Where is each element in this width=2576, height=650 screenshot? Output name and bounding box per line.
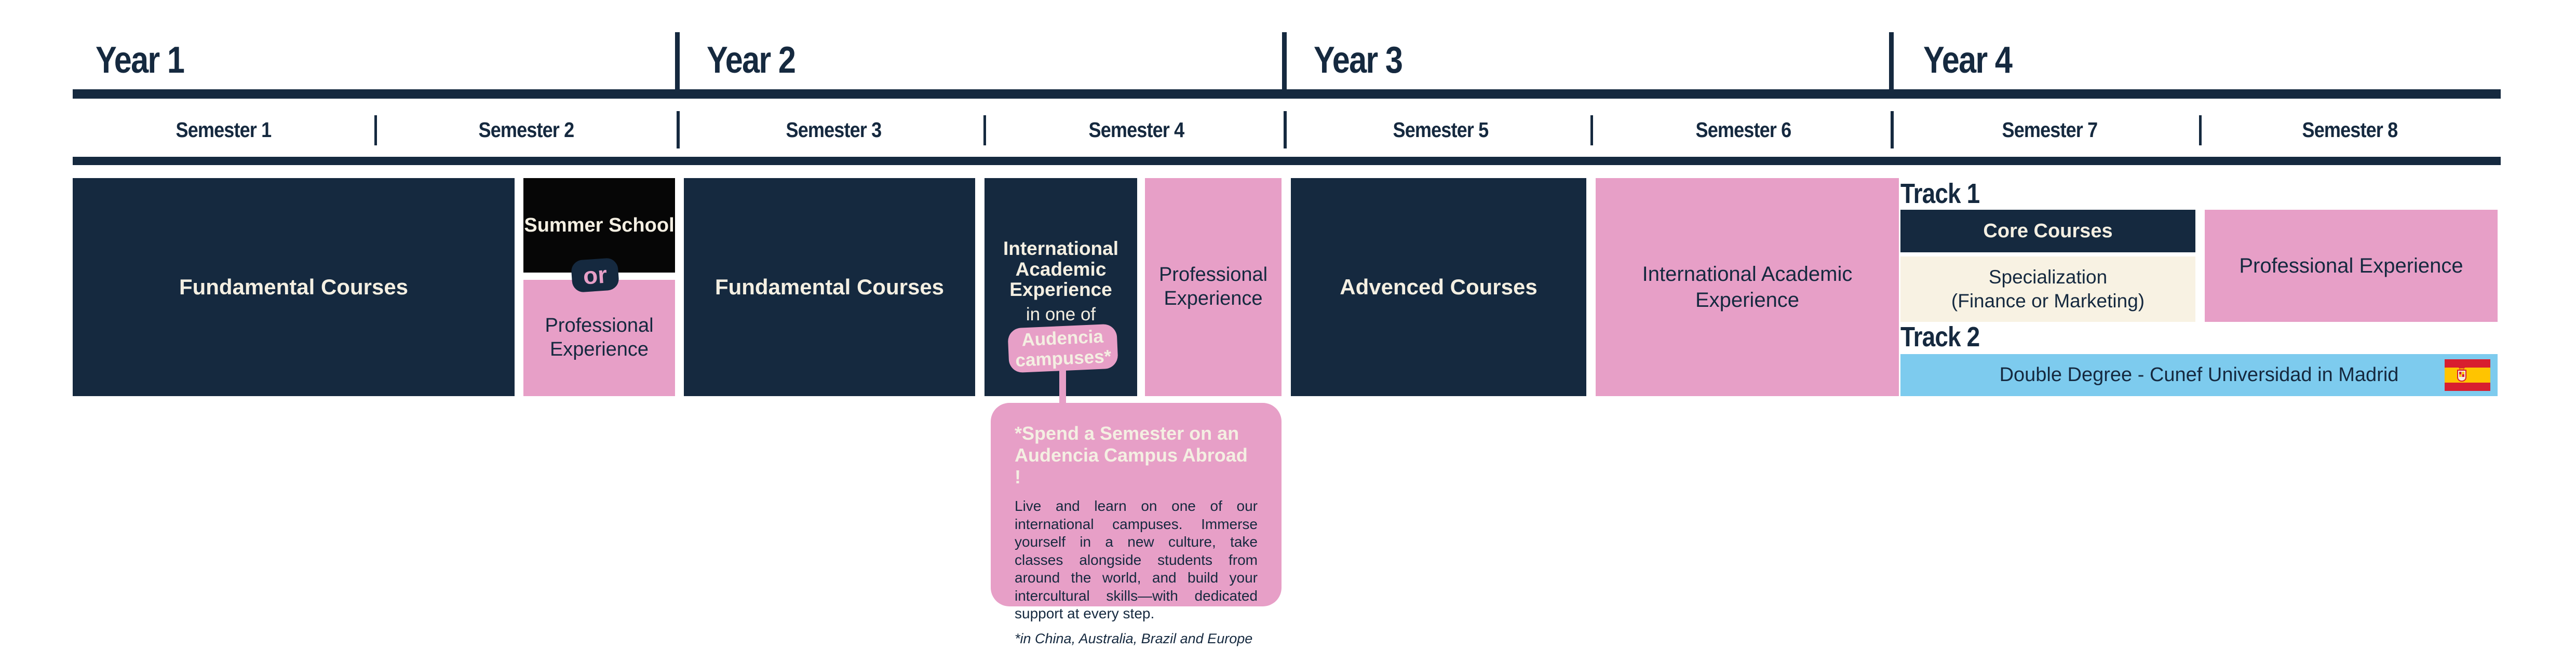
semester-7-label: Semester 7 <box>2002 118 2098 142</box>
professional-experience-block-y2: Professional Experience <box>1145 178 1282 396</box>
track-1-label: Track 1 <box>1900 178 1980 209</box>
professional-experience-block-y4: Professional Experience <box>2205 210 2498 322</box>
year-2-header: Year 2 <box>707 39 796 81</box>
tooltip-title: *Spend a Semester on an Audencia Campus … <box>1015 423 1248 488</box>
campus-abroad-tooltip: *Spend a Semester on an Audencia Campus … <box>991 403 1282 646</box>
core-courses-block: Core Courses <box>1900 210 2195 252</box>
semester-divider <box>1891 111 1894 148</box>
semester-divider <box>2199 115 2202 145</box>
audencia-campuses-bubble: Audencia campuses* <box>1007 323 1118 373</box>
advanced-courses-block: Advenced Courses <box>1291 178 1586 396</box>
semester-1-label: Semester 1 <box>176 118 272 142</box>
semester-5-label: Semester 5 <box>1393 118 1489 142</box>
fundamental-courses-block-y1: Fundamental Courses <box>73 178 515 396</box>
semester-divider <box>1284 111 1287 148</box>
year-divider <box>1889 32 1894 99</box>
timeline-bar-bottom <box>73 157 2501 165</box>
or-badge: or <box>570 257 620 293</box>
semester-6-label: Semester 6 <box>1695 118 1791 142</box>
tooltip-footnote: *in China, Australia, Brazil and Europe <box>1015 631 1253 647</box>
spain-flag-icon <box>2445 359 2490 391</box>
fundamental-courses-block-y2: Fundamental Courses <box>684 178 975 396</box>
semester-divider <box>1590 115 1593 145</box>
timeline-bar-top <box>73 89 2501 99</box>
specialization-block: Specialization (Finance or Marketing) <box>1900 256 2195 322</box>
semester-divider <box>983 115 986 145</box>
track-2-label: Track 2 <box>1900 321 1980 353</box>
bubble-stem <box>1059 363 1066 410</box>
professional-experience-block-y1: Professional Experience <box>523 280 675 396</box>
semester-8-label: Semester 8 <box>2302 118 2398 142</box>
year-divider <box>675 32 680 99</box>
international-academic-experience-block-y3: International Academic Experience <box>1596 178 1899 396</box>
spain-coat-of-arms-icon <box>2457 367 2466 382</box>
semester-3-label: Semester 3 <box>786 118 882 142</box>
double-degree-block: Double Degree - Cunef Universidad in Mad… <box>1900 354 2498 396</box>
year-1-header: Year 1 <box>96 39 185 81</box>
semester-divider <box>677 111 680 148</box>
semester-divider <box>374 115 377 145</box>
year-4-header: Year 4 <box>1923 39 2013 81</box>
year-divider <box>1282 32 1287 99</box>
tooltip-body: Live and learn on one of our internation… <box>1015 498 1258 621</box>
year-3-header: Year 3 <box>1314 39 1403 81</box>
summer-school-block: Summer School <box>523 178 675 273</box>
semester-2-label: Semester 2 <box>478 118 574 142</box>
semester-4-label: Semester 4 <box>1088 118 1184 142</box>
